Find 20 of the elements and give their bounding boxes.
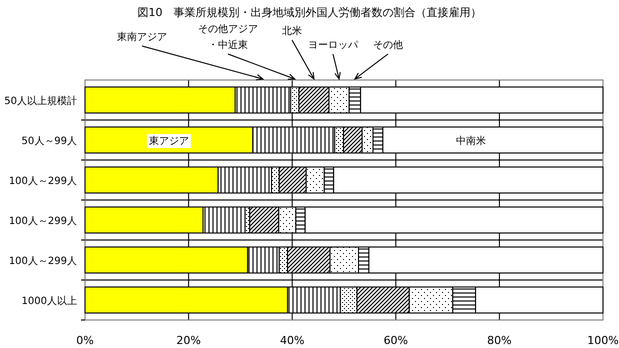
series-label: 中南米 <box>456 135 486 147</box>
x-tick-label: 0% <box>76 334 94 347</box>
text: 東南アジア <box>117 31 167 43</box>
text: 北米 <box>282 25 302 37</box>
x-tick-label: 100% <box>587 334 619 347</box>
x-tick-label: 20% <box>176 334 201 347</box>
x-tick-label: 80% <box>487 334 512 347</box>
y-tick-label: 50人以上規模計 <box>4 95 77 107</box>
text: その他アジア・中近東 <box>198 23 258 51</box>
series-label: 東アジア <box>148 135 189 147</box>
y-tick-label: 100人～299人 <box>8 176 77 187</box>
text: その他 <box>373 39 403 51</box>
x-tick-label: 40% <box>280 334 304 347</box>
x-tick-label: 60% <box>384 334 408 347</box>
y-tick-label: 50人～99人 <box>22 136 77 147</box>
y-tick-label: 100人～299人 <box>8 216 77 227</box>
y-tick-label: 1000人以上 <box>22 295 77 307</box>
chart-title: 図10 事業所規模別・出身地域別外国人労働者数の割合（直接雇用） <box>138 6 482 19</box>
text: ヨーロッパ <box>308 40 359 51</box>
y-tick-label: 100人～299人 <box>8 256 77 267</box>
